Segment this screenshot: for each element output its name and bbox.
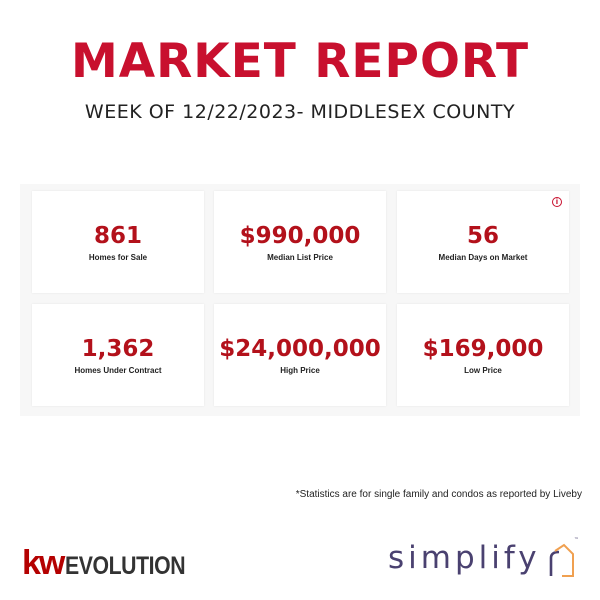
stat-label: Homes Under Contract xyxy=(74,366,162,375)
kw-logo-mark: kw xyxy=(22,544,65,582)
simplifyr-house-r-icon: ™ xyxy=(549,537,579,577)
stat-value: $24,000,000 xyxy=(219,336,381,362)
stat-value: 1,362 xyxy=(81,336,155,362)
stat-card-median-days-on-market: i 56 Median Days on Market xyxy=(397,191,569,293)
stat-value: 56 xyxy=(466,223,499,249)
kw-evolution-logo: kw EVOLUTION xyxy=(22,544,207,580)
stat-value: 861 xyxy=(93,223,142,249)
stat-card-median-list-price: $990,000 Median List Price xyxy=(214,191,386,293)
stat-card-high-price: $24,000,000 High Price xyxy=(214,304,386,406)
stat-card-low-price: $169,000 Low Price xyxy=(397,304,569,406)
stat-label: Low Price xyxy=(464,366,502,375)
report-title: MARKET REPORT xyxy=(70,34,530,89)
simplifyr-wordmark: simplify xyxy=(388,540,541,576)
stat-card-homes-for-sale: 861 Homes for Sale xyxy=(32,191,204,293)
report-subtitle: WEEK OF 12/22/2023- MIDDLESEX COUNTY xyxy=(84,101,516,123)
stat-label: Homes for Sale xyxy=(88,253,148,262)
stat-label: Median Days on Market xyxy=(438,253,528,262)
stat-value: $990,000 xyxy=(239,223,361,249)
kw-logo-wordmark: EVOLUTION xyxy=(65,552,186,580)
simplifyr-logo: simplify ™ xyxy=(388,532,588,582)
stat-label: Median List Price xyxy=(267,253,333,262)
info-icon[interactable]: i xyxy=(552,197,562,207)
stat-label: High Price xyxy=(280,366,320,375)
stat-card-homes-under-contract: 1,362 Homes Under Contract xyxy=(32,304,204,406)
statistics-footnote: *Statistics are for single family and co… xyxy=(295,489,582,500)
svg-text:™: ™ xyxy=(574,537,579,543)
stats-panel: 861 Homes for Sale $990,000 Median List … xyxy=(20,184,580,416)
stat-value: $169,000 xyxy=(422,336,544,362)
